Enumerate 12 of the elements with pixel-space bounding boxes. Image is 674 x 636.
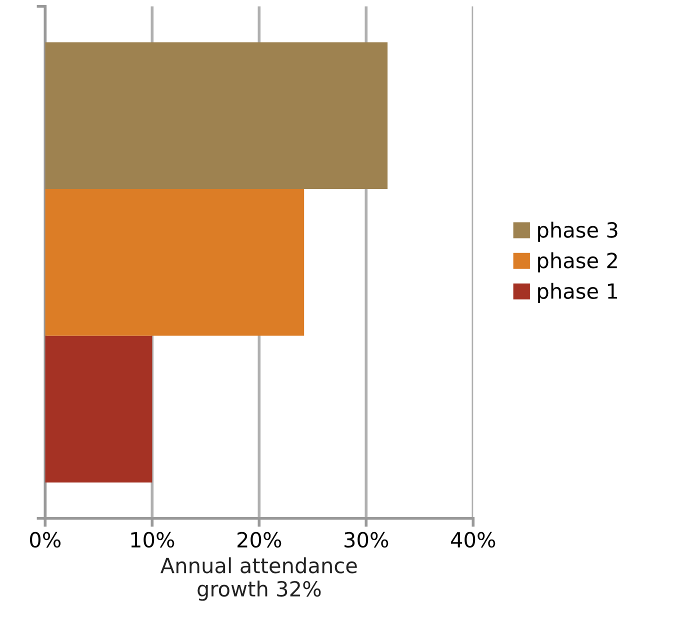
x-tick-label: 30% <box>344 532 388 548</box>
x-axis-title: Annual attendance growth 32% <box>160 557 357 601</box>
legend-label: phase 2 <box>538 252 617 272</box>
x-tick-label: 0% <box>30 532 61 548</box>
x-tick-label: 40% <box>451 532 496 548</box>
bar <box>45 336 152 482</box>
bar <box>45 42 388 189</box>
x-tick-label: 10% <box>131 532 174 548</box>
x-tick-label: 20% <box>238 532 282 548</box>
legend-label: phase 3 <box>538 222 618 242</box>
bar <box>45 188 304 336</box>
legend-label: phase 1 <box>538 282 618 304</box>
